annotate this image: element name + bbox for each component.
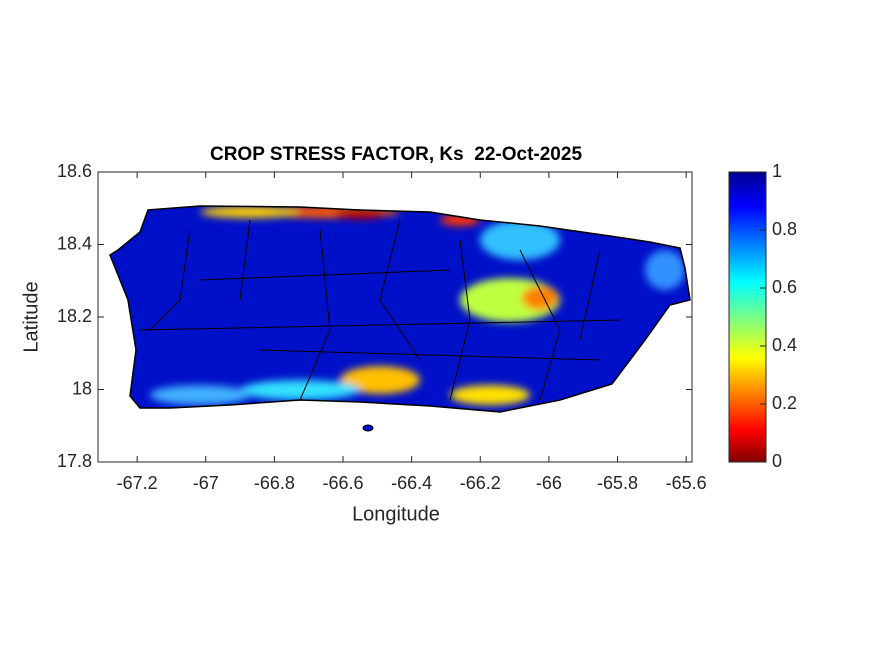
y-tick-label: 17.8 — [57, 451, 92, 471]
chart-title: CROP STRESS FACTOR, Ks 22-Oct-2025 — [210, 144, 582, 165]
x-tick-label: -65.6 — [666, 473, 707, 493]
colorbar-tick-label: 0.2 — [772, 393, 797, 413]
colorbar-tick-label: 0.8 — [772, 219, 797, 239]
x-tick-label: -66.4 — [391, 473, 432, 493]
x-axis-label: Longitude — [352, 503, 440, 525]
x-tick-label: -66.6 — [322, 473, 363, 493]
x-tick-label: -66.8 — [254, 473, 295, 493]
x-tick-label: -67.2 — [117, 473, 158, 493]
x-tick-label: -66.2 — [460, 473, 501, 493]
colorbar — [728, 171, 767, 463]
x-tick-label: -65.8 — [597, 473, 638, 493]
island — [110, 206, 690, 412]
colorbar-tick-label: 0.4 — [772, 335, 797, 355]
y-axis-label: Latitude — [20, 281, 42, 352]
y-tick-label: 18.6 — [57, 161, 92, 181]
y-tick-label: 18.2 — [57, 306, 92, 326]
y-tick-label: 18.4 — [57, 233, 92, 253]
colorbar-tick-label: 0.6 — [772, 277, 797, 297]
colorbar-tick-label: 1 — [772, 161, 782, 181]
colorbar-tick-label: 0 — [772, 451, 782, 471]
y-tick-label: 18 — [72, 378, 92, 398]
x-tick-label: -67 — [193, 473, 219, 493]
x-tick-label: -66 — [536, 473, 562, 493]
